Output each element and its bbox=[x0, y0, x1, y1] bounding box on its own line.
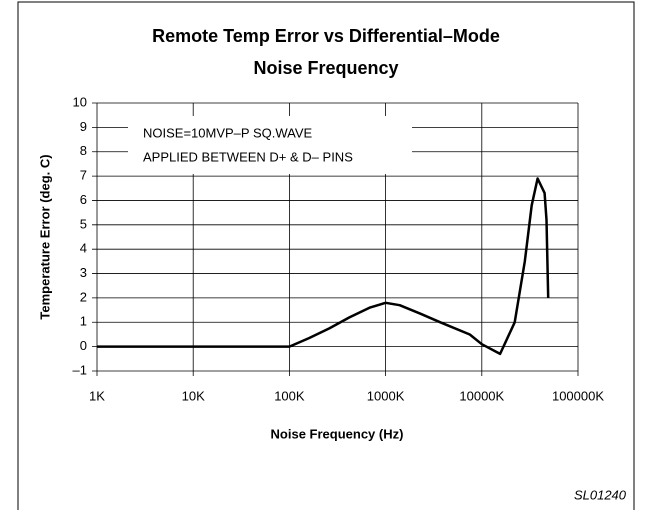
y-tick-label: 8 bbox=[80, 143, 87, 158]
y-tick-label: 3 bbox=[80, 265, 87, 280]
y-tick-label: 2 bbox=[80, 289, 87, 304]
x-tick-label: 10000K bbox=[459, 388, 504, 403]
annotation: APPLIED BETWEEN D+ & D– PINS bbox=[143, 149, 353, 164]
data-line bbox=[97, 177, 550, 356]
annotation-box bbox=[128, 116, 412, 174]
y-tick-label: 0 bbox=[80, 338, 87, 353]
y-tick-label: 6 bbox=[80, 192, 87, 207]
y-axis-label: Temperature Error (deg. C) bbox=[37, 154, 52, 319]
x-axis-label: Noise Frequency (Hz) bbox=[271, 426, 404, 441]
frame bbox=[17, 1, 635, 510]
y-tick-label: 4 bbox=[80, 241, 87, 256]
chart-title: Remote Temp Error vs Differential–Mode bbox=[152, 26, 500, 46]
x-tick-label: 10K bbox=[182, 388, 205, 403]
y-tick-label: 7 bbox=[80, 168, 87, 183]
x-tick-label: 100000K bbox=[552, 388, 604, 403]
y-tick-label: –1 bbox=[73, 362, 87, 377]
y-tick-label: 10 bbox=[73, 94, 87, 109]
x-tick-label: 1000K bbox=[367, 388, 405, 403]
chart-title: Noise Frequency bbox=[253, 58, 398, 78]
x-tick-label: 1K bbox=[89, 388, 105, 403]
x-tick-label: 100K bbox=[274, 388, 305, 403]
footer: SL01240 bbox=[574, 487, 627, 502]
y-tick-label: 5 bbox=[80, 216, 87, 231]
annotation: NOISE=10MVP–P SQ.WAVE bbox=[143, 125, 313, 140]
y-tick-label: 9 bbox=[80, 119, 87, 134]
y-tick-label: 1 bbox=[80, 314, 87, 329]
